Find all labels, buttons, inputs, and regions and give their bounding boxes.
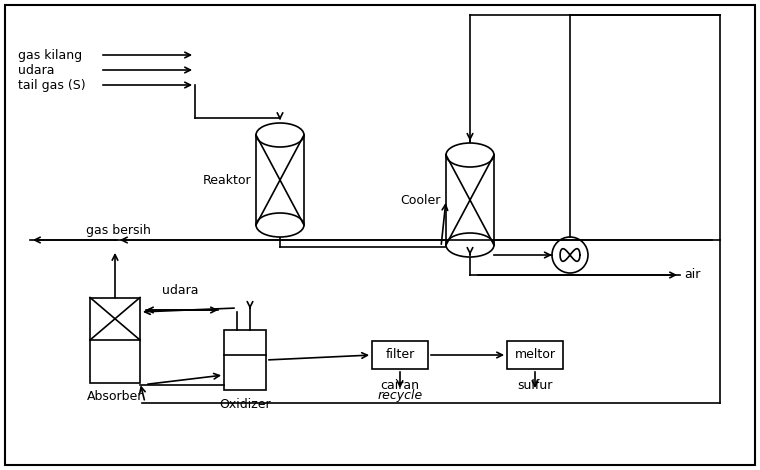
- Text: recycle: recycle: [378, 389, 423, 402]
- Ellipse shape: [256, 123, 304, 147]
- Text: tail gas (S): tail gas (S): [18, 78, 86, 92]
- Text: Oxidizer: Oxidizer: [219, 398, 271, 411]
- Text: gas kilang: gas kilang: [18, 48, 82, 62]
- Text: udara: udara: [162, 284, 198, 297]
- Ellipse shape: [446, 233, 494, 257]
- Text: cairan: cairan: [381, 379, 420, 392]
- Bar: [372, 341, 428, 369]
- Text: meltor: meltor: [515, 348, 556, 361]
- Text: Reaktor: Reaktor: [202, 173, 251, 187]
- Text: air: air: [684, 268, 701, 282]
- Bar: [224, 330, 266, 390]
- Ellipse shape: [256, 213, 304, 237]
- Text: Absorber: Absorber: [87, 391, 143, 404]
- Bar: [446, 155, 494, 245]
- Bar: [256, 135, 304, 225]
- Text: udara: udara: [18, 63, 55, 77]
- Text: gas bersih: gas bersih: [86, 224, 150, 237]
- Bar: [90, 298, 140, 383]
- Ellipse shape: [446, 143, 494, 167]
- Text: sulfur: sulfur: [518, 379, 553, 392]
- Text: filter: filter: [385, 348, 415, 361]
- Circle shape: [552, 237, 588, 273]
- Bar: [507, 341, 563, 369]
- Text: Cooler: Cooler: [401, 194, 441, 206]
